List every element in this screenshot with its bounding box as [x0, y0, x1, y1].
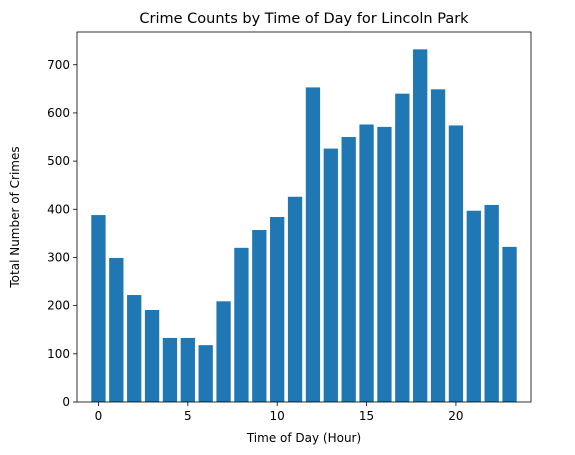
- bar-hour-20: [449, 125, 463, 402]
- bar-hour-15: [359, 125, 373, 403]
- x-axis-ticks: 0 5 10 15 20: [95, 402, 464, 423]
- bar-hour-19: [431, 89, 445, 402]
- x-tick-label: 20: [448, 409, 463, 423]
- y-axis-ticks: 0 100 200 300 400 500 600 700: [47, 58, 77, 409]
- bar-hour-6: [199, 345, 213, 402]
- bar-hour-22: [485, 205, 499, 402]
- chart-title: Crime Counts by Time of Day for Lincoln …: [139, 11, 469, 27]
- y-tick-label: 300: [47, 250, 70, 264]
- bar-hour-17: [395, 94, 409, 402]
- y-axis-label: Total Number of Crimes: [8, 146, 22, 288]
- bar-hour-9: [252, 230, 266, 402]
- y-tick-label: 500: [47, 154, 70, 168]
- bar-hour-0: [91, 215, 105, 402]
- bars-group: [91, 49, 516, 402]
- bar-hour-3: [145, 310, 159, 402]
- y-tick-label: 600: [47, 106, 70, 120]
- bar-hour-8: [234, 248, 248, 402]
- bar-hour-13: [324, 149, 338, 402]
- bar-hour-14: [342, 137, 356, 402]
- x-axis-label: Time of Day (Hour): [246, 431, 361, 445]
- y-tick-label: 700: [47, 58, 70, 72]
- bar-hour-10: [270, 217, 284, 402]
- bar-hour-5: [181, 338, 195, 402]
- bar-hour-23: [502, 247, 516, 402]
- y-tick-label: 100: [47, 347, 70, 361]
- bar-hour-12: [306, 87, 320, 402]
- bar-hour-1: [109, 258, 123, 402]
- bar-hour-11: [288, 197, 302, 402]
- bar-hour-18: [413, 49, 427, 402]
- x-tick-label: 0: [95, 409, 103, 423]
- y-tick-label: 0: [62, 395, 70, 409]
- bar-hour-7: [216, 301, 230, 402]
- bar-hour-4: [163, 338, 177, 402]
- x-tick-label: 10: [270, 409, 285, 423]
- x-tick-label: 15: [359, 409, 374, 423]
- bar-hour-21: [467, 211, 481, 402]
- bar-hour-16: [377, 127, 391, 402]
- y-tick-label: 400: [47, 202, 70, 216]
- x-tick-label: 5: [184, 409, 192, 423]
- y-tick-label: 200: [47, 299, 70, 313]
- bar-hour-2: [127, 295, 141, 402]
